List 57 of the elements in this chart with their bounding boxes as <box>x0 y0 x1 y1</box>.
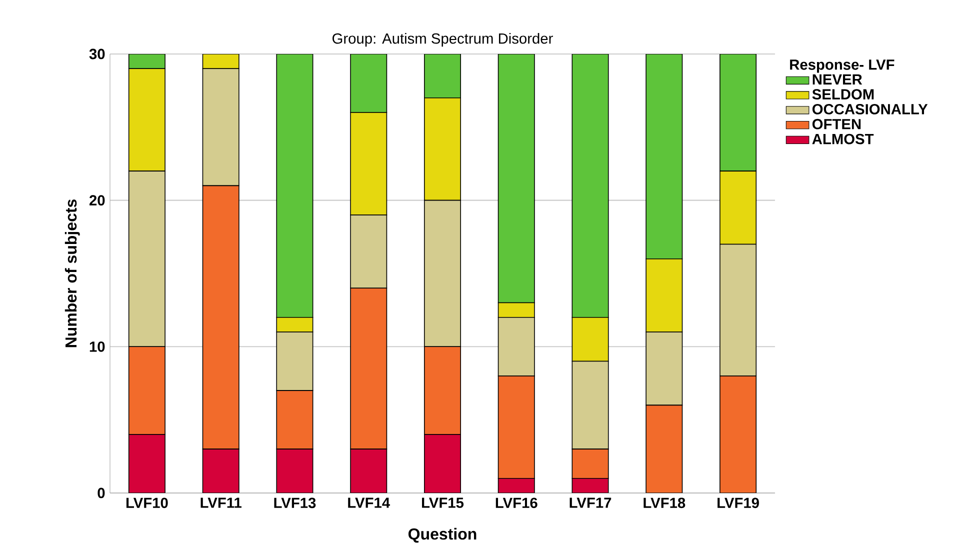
bar <box>572 448 609 479</box>
bar <box>720 54 757 172</box>
legend-label: ALMOST <box>812 134 874 144</box>
legend-title: Response- LVF <box>790 60 894 73</box>
bar <box>350 112 388 216</box>
bar <box>498 302 535 318</box>
bar <box>498 54 535 304</box>
bar <box>350 288 388 450</box>
y-axis-title: Number of subjects <box>64 199 80 348</box>
x-tick-label: LVF17 <box>570 498 612 508</box>
x-axis-title: Question <box>408 528 476 543</box>
x-tick-label: LVF10 <box>126 498 168 508</box>
x-tick-label: LVF13 <box>274 498 316 508</box>
y-tick-label: 0 <box>98 488 105 498</box>
bar <box>350 54 388 113</box>
bar <box>128 434 166 493</box>
bar <box>498 376 535 479</box>
bar <box>572 54 609 318</box>
bar <box>128 54 166 70</box>
bar <box>276 448 314 493</box>
x-tick-label: LVF19 <box>718 498 759 508</box>
bar <box>498 478 535 493</box>
x-tick-label: LVF15 <box>422 498 464 508</box>
bar <box>646 54 683 260</box>
bar <box>424 200 461 348</box>
legend-label: NEVER <box>812 74 862 84</box>
y-tick-label: 30 <box>89 48 105 60</box>
legend-label: OFTEN <box>812 118 861 130</box>
bar <box>202 185 240 450</box>
x-tick-label: LVF11 <box>200 498 242 508</box>
bar <box>350 448 388 493</box>
bar <box>202 54 240 70</box>
bar <box>276 54 314 318</box>
x-tick-label: LVF16 <box>496 498 538 508</box>
y-tick-label: 20 <box>89 195 105 206</box>
bar <box>720 170 757 245</box>
legend-label: OCCASIONALLY <box>812 104 928 114</box>
bar <box>572 316 609 362</box>
bar <box>202 448 240 493</box>
bar <box>128 346 166 435</box>
y-tick-label: 10 <box>90 341 105 352</box>
legend-label: SELDOM <box>812 89 874 100</box>
bar <box>424 434 461 493</box>
x-tick-label: LVF14 <box>348 498 390 508</box>
bar <box>720 376 757 493</box>
bar <box>128 68 166 172</box>
bar <box>646 404 683 493</box>
bar <box>646 258 683 332</box>
bar <box>424 54 461 98</box>
bar <box>424 97 461 201</box>
bar <box>424 346 461 435</box>
bar <box>276 390 314 450</box>
chart-title: Group: Autism Spectrum Disorder <box>332 32 553 47</box>
x-tick-label: LVF18 <box>644 498 686 508</box>
bar <box>276 316 314 332</box>
bar <box>572 478 609 493</box>
bar <box>350 214 388 289</box>
